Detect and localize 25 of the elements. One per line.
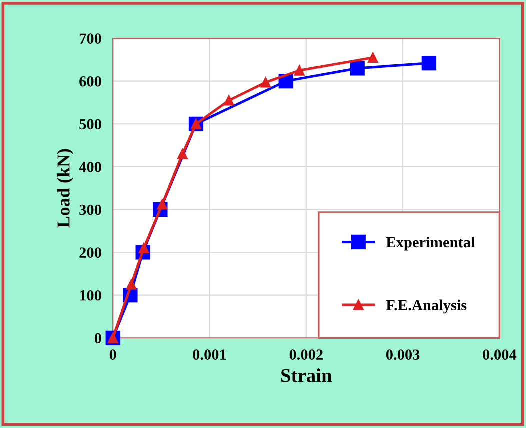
point xyxy=(422,56,436,71)
x-tick-label: 0.002 xyxy=(290,350,323,360)
x-tick-label: 0.001 xyxy=(193,350,226,360)
y-tick-label: 400 xyxy=(79,162,102,172)
point xyxy=(350,61,365,76)
y-tick-label: 300 xyxy=(80,204,102,216)
y-tick-label: 200 xyxy=(80,248,102,258)
y-tick-label: 600 xyxy=(80,76,102,87)
x-axis-title: Strain xyxy=(282,368,332,382)
x-tick-label: 0.004 xyxy=(483,350,517,360)
point xyxy=(177,148,188,160)
y-tick-label: 500 xyxy=(80,119,102,130)
y-axis-title: Load (kN) xyxy=(57,149,74,228)
y-tick-label: 0 xyxy=(94,333,102,344)
legend-label: Experimental xyxy=(386,236,475,251)
point xyxy=(260,77,272,88)
x-tick-label: 0.003 xyxy=(386,350,420,360)
point xyxy=(224,95,234,106)
y-tick-label: 700 xyxy=(80,34,102,44)
x-tick-label: 0 xyxy=(110,350,116,360)
y-tick-label: 100 xyxy=(80,290,102,301)
point xyxy=(126,279,137,290)
legend-label: F.E.Analysis xyxy=(386,300,467,314)
point xyxy=(294,65,305,76)
point xyxy=(368,52,378,63)
